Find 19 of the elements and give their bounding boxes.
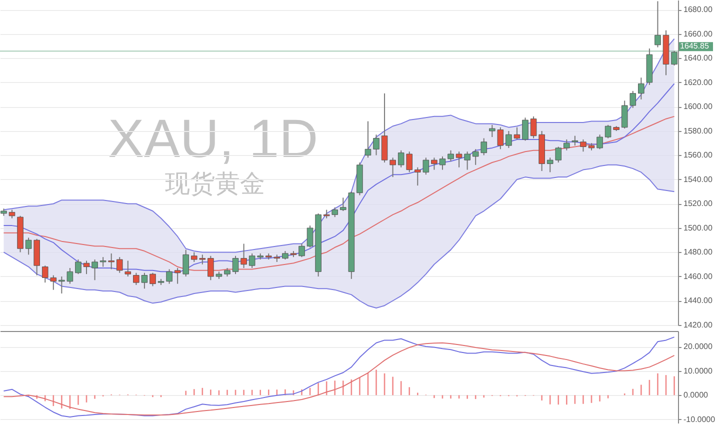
y-tick-label: 1520.00 (684, 199, 713, 208)
y-tick-label: 1480.00 (684, 248, 713, 257)
ref-line-label: 1645.85 (680, 42, 710, 51)
y-tick-label: -10.0000 (684, 414, 716, 424)
y-tick-label: 1460.00 (684, 272, 713, 281)
y-tick-label: 1660.00 (684, 29, 713, 38)
y-tick-label: 10.0000 (684, 366, 713, 376)
y-tick-label: 1600.00 (684, 102, 713, 112)
y-tick-label: 1560.00 (684, 150, 713, 160)
y-tick-label: 1640.00 (684, 54, 713, 63)
y-tick-label: 0.0000 (684, 390, 709, 400)
y-tick-label: 1440.00 (684, 296, 713, 306)
y-tick-label: 1620.00 (684, 78, 713, 87)
y-tick-label: 1540.00 (684, 174, 713, 184)
y-tick-label: 1580.00 (684, 126, 713, 136)
y-tick-label: 1680.00 (684, 5, 713, 14)
y-tick-label: 1500.00 (684, 223, 713, 232)
y-tick-label: 20.0000 (684, 342, 713, 352)
y-tick-label: 1420.00 (684, 320, 713, 330)
